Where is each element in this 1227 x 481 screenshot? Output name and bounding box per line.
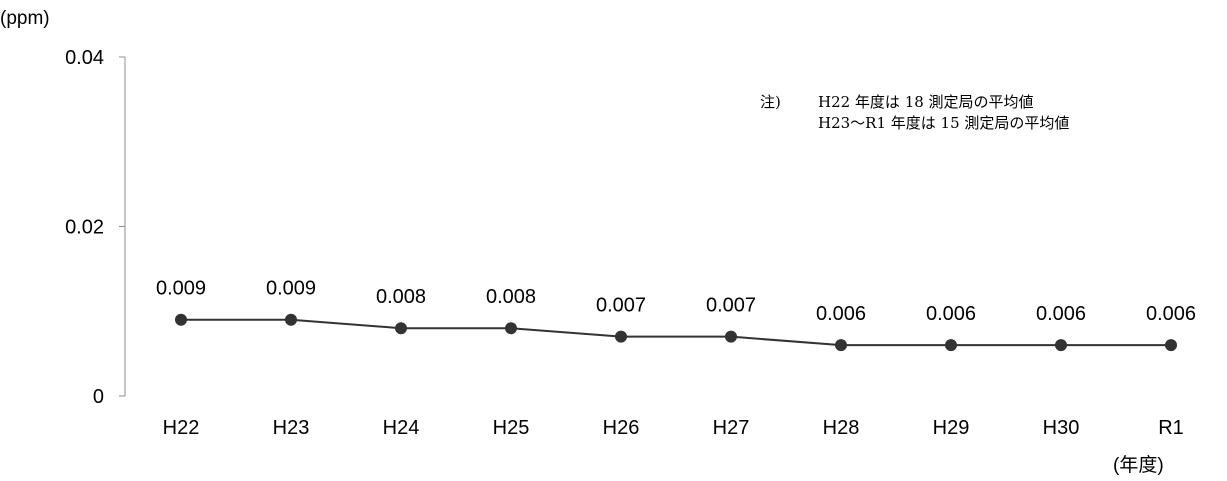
data-label: 0.008 <box>376 286 426 308</box>
x-tick-label: H26 <box>603 417 640 439</box>
data-label: 0.007 <box>706 295 756 317</box>
note-prefix: 注) <box>760 93 781 111</box>
x-tick-label: H29 <box>933 417 970 439</box>
note-line-1: H22 年度は 18 測定局の平均値 <box>818 93 1034 111</box>
x-tick-label: H25 <box>493 417 530 439</box>
data-label: 0.006 <box>1146 303 1196 325</box>
data-label: 0.008 <box>486 286 536 308</box>
x-tick-label: H27 <box>713 417 750 439</box>
x-tick-label: H28 <box>823 417 860 439</box>
data-label: 0.006 <box>1036 303 1086 325</box>
note-line-2: H23〜R1 年度は 15 測定局の平均値 <box>818 114 1069 132</box>
data-point <box>175 314 187 326</box>
x-axis-label: (年度) <box>1113 454 1164 476</box>
data-point <box>285 314 297 326</box>
data-point <box>1165 339 1177 351</box>
data-point <box>505 322 517 334</box>
y-tick-label: 0 <box>93 386 104 408</box>
data-label: 0.006 <box>816 303 866 325</box>
series-line <box>181 320 1171 345</box>
y-axis-label: (ppm) <box>0 8 50 29</box>
data-point <box>945 339 957 351</box>
data-point <box>725 331 737 343</box>
y-tick-label: 0.04 <box>65 47 104 69</box>
x-tick-label: H30 <box>1043 417 1080 439</box>
data-point <box>835 339 847 351</box>
x-tick-label: H24 <box>383 417 420 439</box>
x-tick-label: H23 <box>273 417 310 439</box>
x-tick-label: H22 <box>163 417 200 439</box>
data-point <box>1055 339 1067 351</box>
data-point <box>395 322 407 334</box>
data-label: 0.006 <box>926 303 976 325</box>
data-label: 0.009 <box>266 278 316 300</box>
y-tick-label: 0.02 <box>65 217 104 239</box>
x-tick-label: R1 <box>1158 417 1184 439</box>
data-point <box>615 331 627 343</box>
data-label: 0.007 <box>596 295 646 317</box>
data-label: 0.009 <box>156 278 206 300</box>
